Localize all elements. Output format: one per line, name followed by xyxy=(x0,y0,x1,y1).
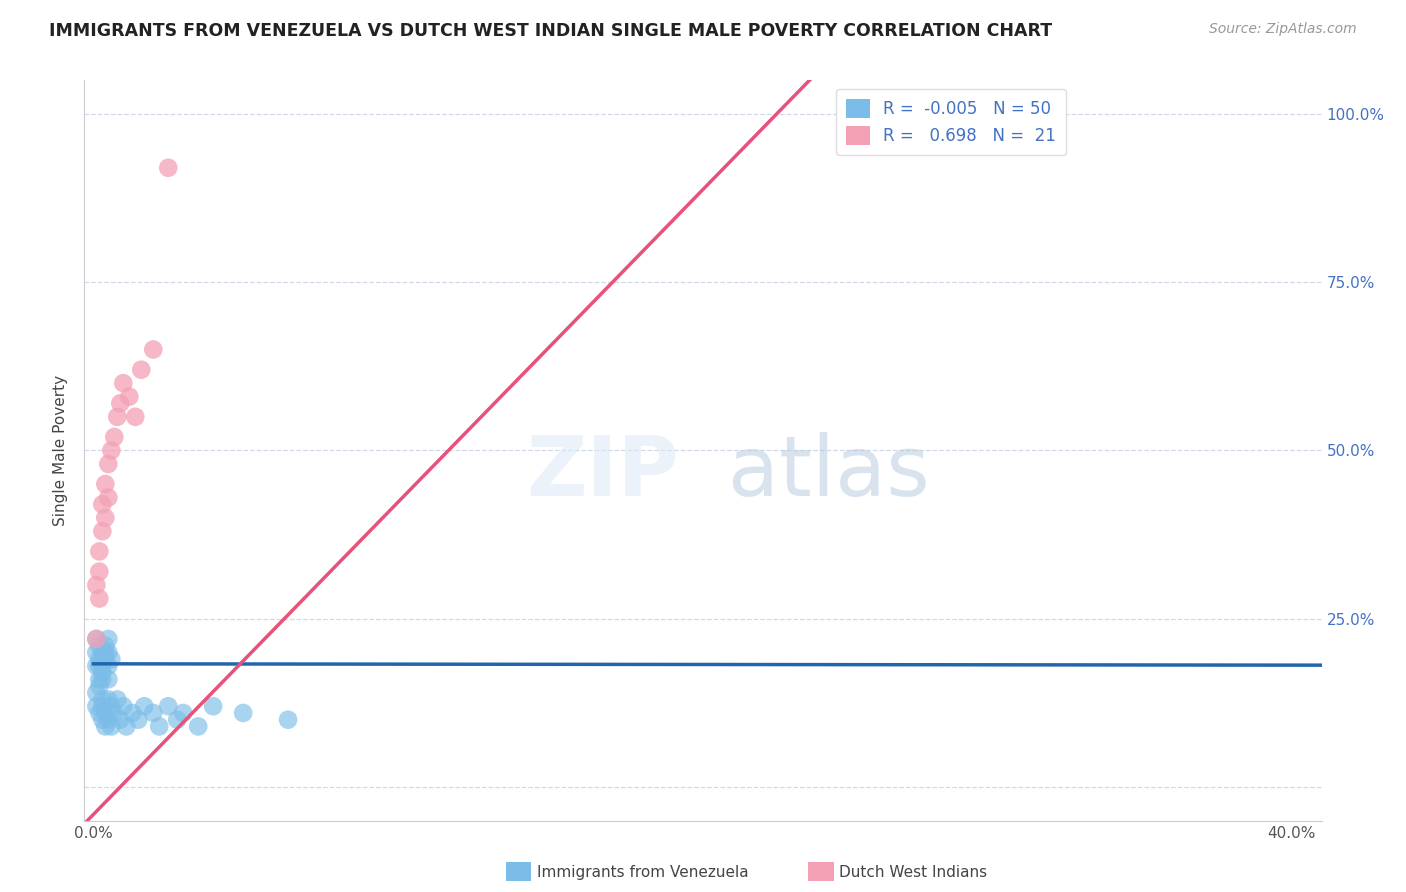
Point xyxy=(124,409,146,424)
Point xyxy=(91,645,114,659)
Point xyxy=(86,645,108,659)
Point xyxy=(86,699,108,714)
Point xyxy=(89,591,111,606)
Point xyxy=(91,524,114,539)
Point xyxy=(94,477,117,491)
Point xyxy=(277,713,299,727)
Point xyxy=(172,706,194,720)
Point xyxy=(100,699,122,714)
Point xyxy=(97,713,120,727)
Point xyxy=(91,673,114,687)
Point xyxy=(187,719,209,733)
Point xyxy=(97,491,120,505)
Point xyxy=(86,632,108,646)
Point xyxy=(129,362,152,376)
Legend: R =  -0.005   N = 50, R =   0.698   N =  21: R = -0.005 N = 50, R = 0.698 N = 21 xyxy=(837,88,1066,155)
Point xyxy=(94,510,117,524)
Point xyxy=(91,658,114,673)
Point xyxy=(232,706,254,720)
Point xyxy=(97,658,120,673)
Point xyxy=(115,719,138,733)
Text: ZIP: ZIP xyxy=(526,432,678,513)
Point xyxy=(97,645,120,659)
Point xyxy=(142,343,165,357)
Point xyxy=(100,719,122,733)
Point xyxy=(86,632,108,646)
Point xyxy=(94,706,117,720)
Point xyxy=(91,665,114,680)
Point xyxy=(89,679,111,693)
Text: Immigrants from Venezuela: Immigrants from Venezuela xyxy=(537,865,749,880)
Point xyxy=(112,699,135,714)
Point xyxy=(97,632,120,646)
Point xyxy=(89,565,111,579)
Point xyxy=(91,713,114,727)
Point xyxy=(89,658,111,673)
Point xyxy=(157,161,180,175)
Point xyxy=(100,443,122,458)
Point xyxy=(89,639,111,653)
Point xyxy=(112,376,135,391)
Point xyxy=(148,719,170,733)
Point xyxy=(166,713,188,727)
Point xyxy=(94,639,117,653)
Point xyxy=(121,706,143,720)
Point xyxy=(89,652,111,666)
Point xyxy=(94,652,117,666)
Point xyxy=(110,396,132,410)
Text: atlas: atlas xyxy=(728,432,929,513)
Point xyxy=(86,658,108,673)
Point xyxy=(97,457,120,471)
Point xyxy=(89,544,111,558)
Point xyxy=(105,409,128,424)
Point xyxy=(91,699,114,714)
Point xyxy=(134,699,156,714)
Point xyxy=(100,652,122,666)
Point xyxy=(91,652,114,666)
Point xyxy=(142,706,165,720)
Point xyxy=(89,706,111,720)
Point xyxy=(89,673,111,687)
Y-axis label: Single Male Poverty: Single Male Poverty xyxy=(53,375,69,526)
Point xyxy=(97,673,120,687)
Point xyxy=(157,699,180,714)
Point xyxy=(94,719,117,733)
Point xyxy=(91,692,114,706)
Point xyxy=(105,692,128,706)
Point xyxy=(110,713,132,727)
Point xyxy=(94,645,117,659)
Point xyxy=(91,497,114,511)
Text: Dutch West Indians: Dutch West Indians xyxy=(839,865,987,880)
Point xyxy=(86,686,108,700)
Point xyxy=(202,699,225,714)
Text: Source: ZipAtlas.com: Source: ZipAtlas.com xyxy=(1209,22,1357,37)
Point xyxy=(86,578,108,592)
Text: IMMIGRANTS FROM VENEZUELA VS DUTCH WEST INDIAN SINGLE MALE POVERTY CORRELATION C: IMMIGRANTS FROM VENEZUELA VS DUTCH WEST … xyxy=(49,22,1052,40)
Point xyxy=(103,430,125,444)
Point xyxy=(97,692,120,706)
Point xyxy=(103,706,125,720)
Point xyxy=(118,390,141,404)
Point xyxy=(127,713,149,727)
